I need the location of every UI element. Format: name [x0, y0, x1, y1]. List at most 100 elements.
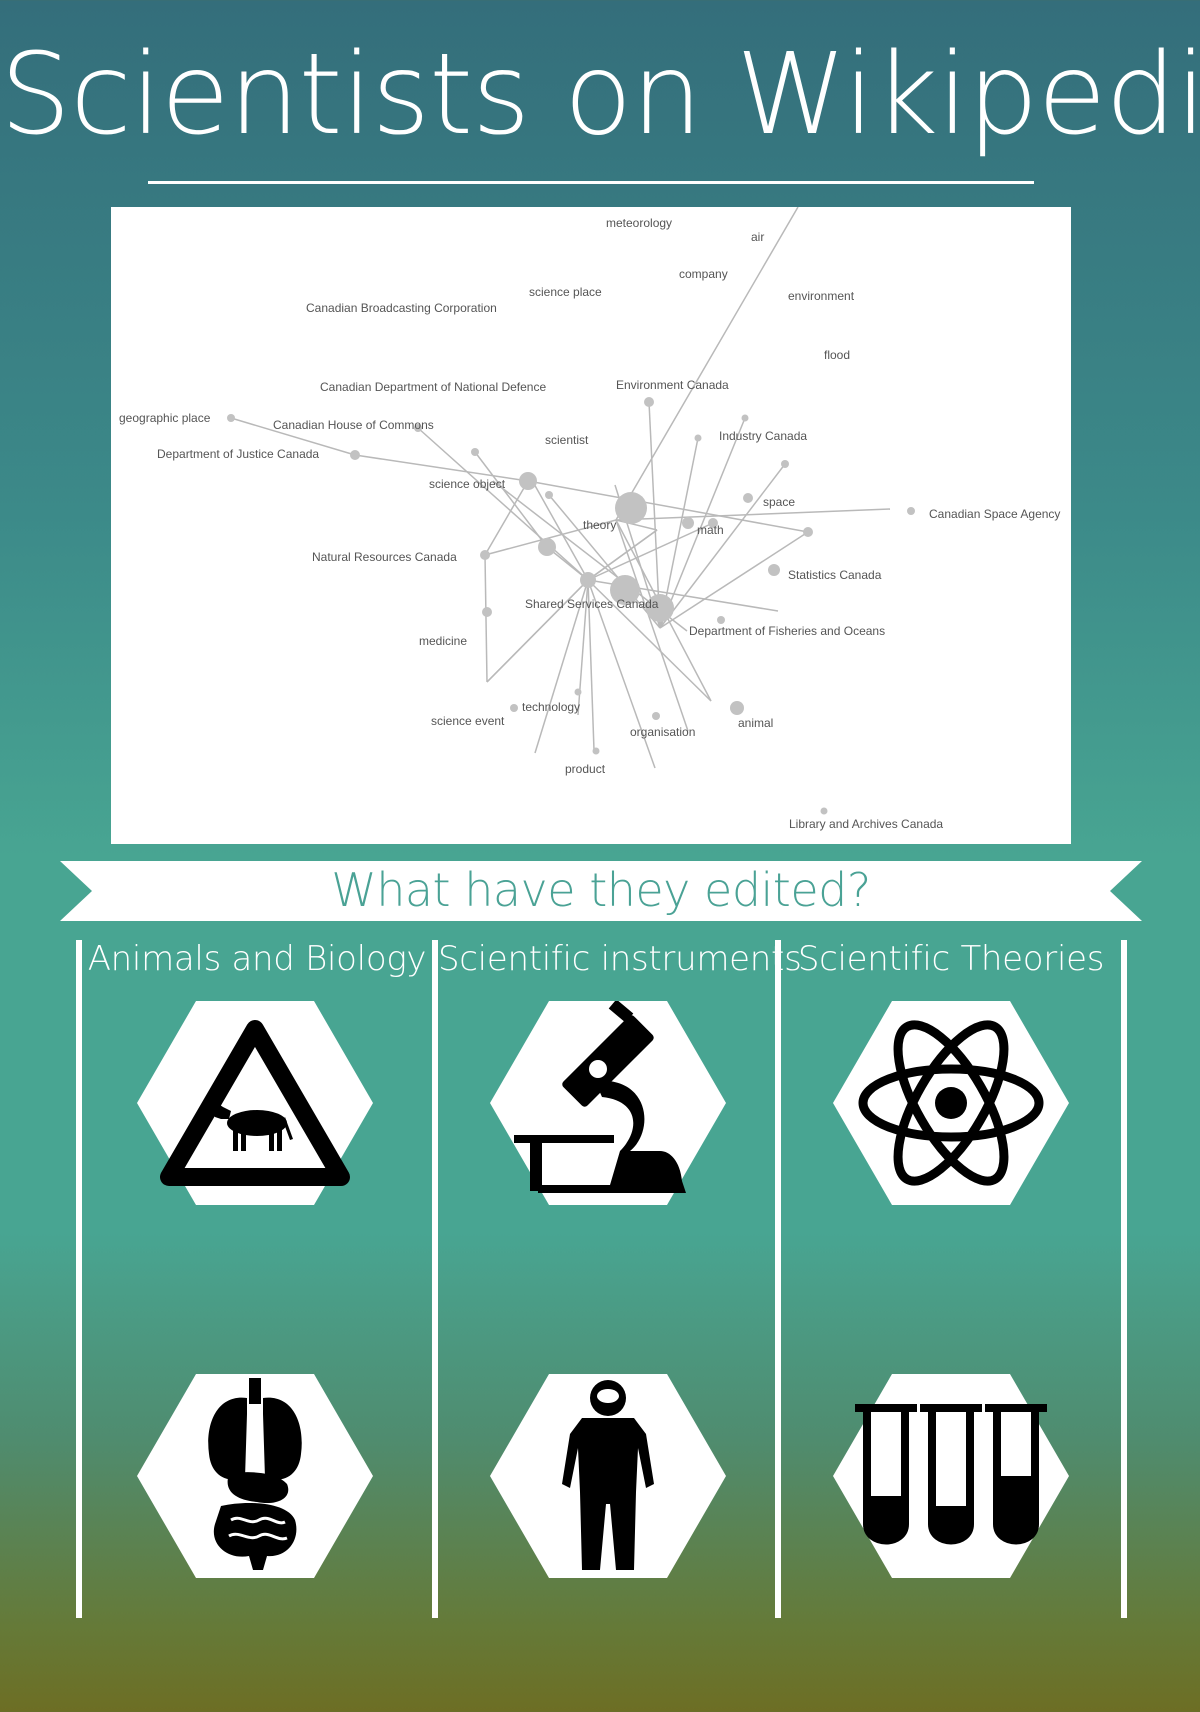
test-tubes-icon: [833, 1374, 1069, 1578]
node: [682, 517, 694, 529]
node: [471, 448, 479, 456]
node-label: Library and Archives Canada: [789, 817, 943, 831]
edge: [615, 207, 799, 521]
node-label: theory: [583, 518, 616, 532]
node-label: space: [763, 495, 795, 509]
column-title-instruments: Scientific instruments: [438, 939, 802, 979]
edge: [548, 494, 661, 629]
node: [907, 507, 915, 515]
node-label: scientist: [545, 433, 589, 447]
banner-ribbon-shape: [60, 861, 1142, 921]
node: [730, 701, 744, 715]
cow-warning-sign-icon: [137, 1001, 373, 1205]
edge: [587, 579, 595, 751]
node: [768, 564, 780, 576]
node: [820, 807, 828, 815]
node-label: Department of Fisheries and Oceans: [689, 624, 885, 638]
title-divider: [148, 181, 1034, 184]
network-labels: meteorology air company environment scie…: [119, 216, 1060, 831]
edge: [486, 579, 589, 683]
node-label: meteorology: [606, 216, 672, 230]
column-title-animals: Animals and Biology: [87, 939, 427, 979]
edge: [527, 480, 809, 533]
node: [610, 575, 640, 605]
node-label: Canadian House of Commons: [273, 418, 434, 432]
node: [741, 414, 749, 422]
column-title-theories: Scientific Theories: [797, 939, 1105, 979]
edge: [587, 529, 658, 581]
node-label: Canadian Space Agency: [929, 507, 1060, 521]
node-label: Canadian Broadcasting Corporation: [306, 301, 497, 315]
edge: [230, 417, 356, 456]
column-divider: [1121, 940, 1127, 1618]
edge: [534, 579, 589, 754]
banner-title: What have they edited?: [331, 863, 871, 917]
node: [644, 397, 654, 407]
edge: [659, 531, 809, 629]
page-title: Scientists on Wikipedia: [0, 30, 1200, 160]
edge: [587, 579, 656, 769]
edge: [474, 451, 548, 548]
edge: [615, 508, 891, 521]
node-label: organisation: [630, 725, 695, 739]
column-divider: [432, 940, 438, 1618]
node: [519, 472, 537, 490]
edge: [484, 519, 617, 556]
node: [414, 424, 422, 432]
column-divider: [775, 940, 781, 1618]
node: [538, 538, 556, 556]
edge: [615, 519, 689, 732]
column-divider: [76, 940, 82, 1618]
node-label: Environment Canada: [616, 378, 729, 392]
node-label: Industry Canada: [719, 429, 807, 443]
node-label: science object: [429, 477, 506, 491]
node: [510, 704, 518, 712]
node: [615, 492, 647, 524]
edge: [659, 463, 786, 629]
node-label: math: [697, 523, 724, 537]
node: [350, 450, 360, 460]
edge: [659, 417, 746, 629]
node-label: Statistics Canada: [788, 568, 882, 582]
section-banner: What have they edited?: [60, 861, 1142, 921]
node-label: environment: [788, 289, 855, 303]
edge: [417, 427, 589, 581]
node: [646, 594, 674, 622]
node: [574, 688, 582, 696]
node-label: air: [751, 230, 764, 244]
node-label: Shared Services Canada: [525, 597, 659, 611]
node-label: animal: [738, 716, 773, 730]
node-label: science place: [529, 285, 602, 299]
node: [592, 747, 600, 755]
network-diagram: meteorology air company environment scie…: [111, 207, 1071, 844]
node-label: company: [679, 267, 728, 281]
node: [545, 491, 553, 499]
node-label: geographic place: [119, 411, 211, 425]
node: [717, 616, 725, 624]
node-label: technology: [522, 700, 580, 714]
atom-icon: [833, 1001, 1069, 1205]
node: [708, 518, 718, 528]
network-nodes: [227, 397, 915, 815]
node: [227, 414, 235, 422]
edge: [354, 454, 529, 482]
node: [652, 712, 660, 720]
edge: [484, 554, 488, 683]
node-label: Natural Resources Canada: [312, 550, 457, 564]
human-organs-icon: [137, 1374, 373, 1578]
node-label: science event: [431, 714, 505, 728]
node: [694, 434, 702, 442]
node: [580, 572, 596, 588]
node-label: medicine: [419, 634, 467, 648]
node-label: flood: [824, 348, 850, 362]
node-label: product: [565, 762, 606, 776]
node: [803, 527, 813, 537]
node: [480, 550, 490, 560]
node: [781, 460, 789, 468]
network-edges: [230, 207, 891, 769]
edge: [648, 401, 661, 629]
hazmat-suit-icon: [490, 1374, 726, 1578]
edge: [484, 480, 529, 556]
microscope-icon: [490, 1001, 726, 1205]
node: [482, 607, 492, 617]
